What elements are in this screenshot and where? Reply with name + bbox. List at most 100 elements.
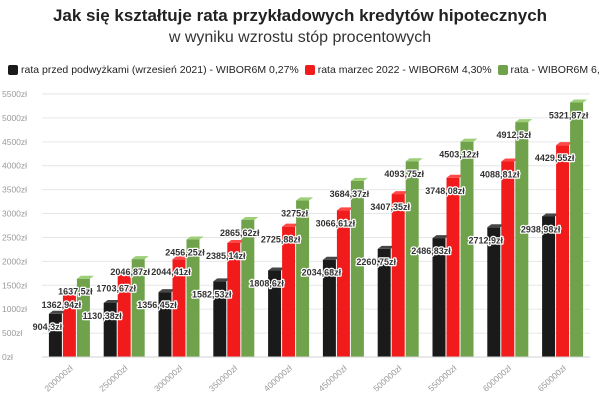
bar <box>542 216 556 357</box>
data-label: 1582,53zł <box>192 289 232 299</box>
data-label: 2385,14zł <box>206 251 246 261</box>
bar <box>227 242 241 357</box>
legend-item-64: rata - WIBOR6M 6,4% <box>497 64 600 76</box>
x-tick-label: 650000zł <box>536 363 568 394</box>
data-label: 2260,75zł <box>356 257 396 267</box>
bar-top-face <box>241 216 259 220</box>
data-label: 4429,55zł <box>535 153 575 163</box>
chart-subtitle: w wyniku wzrostu stóp procentowych <box>168 29 432 46</box>
data-label: 3275zł <box>281 208 309 218</box>
data-label: 2486,83zł <box>411 246 451 256</box>
data-label: 3066,61zł <box>316 218 356 228</box>
bar <box>377 248 391 357</box>
chart-title: Jak się kształtuje rata przykładowych kr… <box>52 6 548 25</box>
bar <box>515 122 529 357</box>
data-label: 2044,41zł <box>151 267 191 277</box>
bar <box>213 281 227 357</box>
y-tick-label: 1000zł <box>2 304 27 314</box>
data-label: 1808,6zł <box>249 279 284 289</box>
bar <box>432 238 446 357</box>
data-label: 1130,38zł <box>83 311 123 321</box>
data-label: 2865,62zł <box>220 228 260 238</box>
data-label: 2712,9zł <box>469 235 504 245</box>
data-label: 5321,87zł <box>549 111 589 121</box>
bar <box>446 177 460 357</box>
bar <box>460 141 474 357</box>
data-label: 1637,5zł <box>58 287 93 297</box>
data-label: 2046,87zł <box>110 267 150 277</box>
bar-top-face <box>322 256 340 260</box>
data-label: 4912,5zł <box>497 130 532 140</box>
y-tick-label: 0zł <box>2 352 13 362</box>
y-tick-label: 2500zł <box>2 232 27 242</box>
data-label: 3748,08zł <box>425 186 465 196</box>
legend-swatch-march <box>304 65 315 75</box>
data-label: 1362,94zł <box>42 300 82 310</box>
bar <box>501 161 515 357</box>
bar-top-face <box>131 256 149 260</box>
bar-top-face <box>515 119 533 123</box>
bar <box>76 278 90 357</box>
data-label: 4093,75zł <box>384 169 424 179</box>
bar-top-face <box>117 272 135 276</box>
bar <box>322 259 336 357</box>
legend-item-before: rata przed podwyżkami (wrzesień 2021) - … <box>8 64 299 76</box>
y-tick-label: 3500zł <box>2 185 27 195</box>
bar-top-face <box>377 245 395 249</box>
bar <box>296 200 310 357</box>
bar <box>241 219 255 357</box>
bar-top-face <box>48 310 66 314</box>
data-label: 904,3zł <box>33 322 63 332</box>
legend-item-march: rata marzec 2022 - WIBOR6M 4,30% <box>304 64 492 76</box>
bar <box>48 313 62 357</box>
x-tick-label: 300000zł <box>152 363 184 394</box>
bar-top-face <box>62 288 80 292</box>
bar-top-face <box>446 174 464 178</box>
bar-top-face <box>405 158 423 162</box>
bar-top-face <box>227 239 245 243</box>
y-tick-label: 2000zł <box>2 256 27 266</box>
data-label: 2034,68zł <box>302 268 342 278</box>
legend-label-march: rata marzec 2022 - WIBOR6M 4,30% <box>317 64 492 76</box>
bar-top-face <box>570 99 588 103</box>
bar <box>336 210 350 357</box>
data-label: 1356,45zł <box>137 300 177 310</box>
y-tick-label: 4500zł <box>2 137 27 147</box>
y-tick-label: 5000zł <box>2 113 27 123</box>
bar-top-face <box>432 235 450 239</box>
bar-top-face <box>487 224 505 228</box>
bar-top-face <box>213 278 231 282</box>
bar <box>117 275 131 357</box>
bar-top-face <box>76 275 94 279</box>
y-tick-label: 4000zł <box>2 161 27 171</box>
bar-top-face <box>556 142 574 146</box>
chart-legend: rata przed podwyżkami (wrzesień 2021) - … <box>8 64 600 78</box>
bar <box>282 226 296 357</box>
bar-top-face <box>350 177 368 181</box>
bar <box>62 291 76 357</box>
legend-label-before: rata przed podwyżkami (wrzesień 2021) - … <box>21 64 299 76</box>
bar-top-face <box>501 158 519 162</box>
x-tick-label: 550000zł <box>426 363 458 394</box>
bar-top-face <box>460 138 478 142</box>
bar <box>487 227 501 357</box>
bar-top-face <box>391 191 409 195</box>
bar-top-face <box>268 267 286 271</box>
x-tick-label: 500000zł <box>371 363 403 394</box>
bar-top-face <box>103 299 121 303</box>
y-tick-label: 500zł <box>2 328 22 338</box>
bar-top-face <box>282 223 300 227</box>
x-tick-label: 450000zł <box>316 363 348 394</box>
y-tick-label: 3000zł <box>2 209 27 219</box>
legend-label-64: rata - WIBOR6M 6,4% <box>510 64 600 76</box>
data-label: 3407,35zł <box>370 202 410 212</box>
bar-top-face <box>172 256 190 260</box>
data-label: 3684,37zł <box>330 189 370 199</box>
x-tick-label: 200000zł <box>42 363 74 394</box>
y-tick-label: 1500zł <box>2 280 27 290</box>
data-label: 2456,25zł <box>165 248 205 258</box>
bar-top-face <box>186 236 204 240</box>
data-label: 1703,67zł <box>96 284 136 294</box>
x-tick-label: 250000zł <box>97 363 129 394</box>
